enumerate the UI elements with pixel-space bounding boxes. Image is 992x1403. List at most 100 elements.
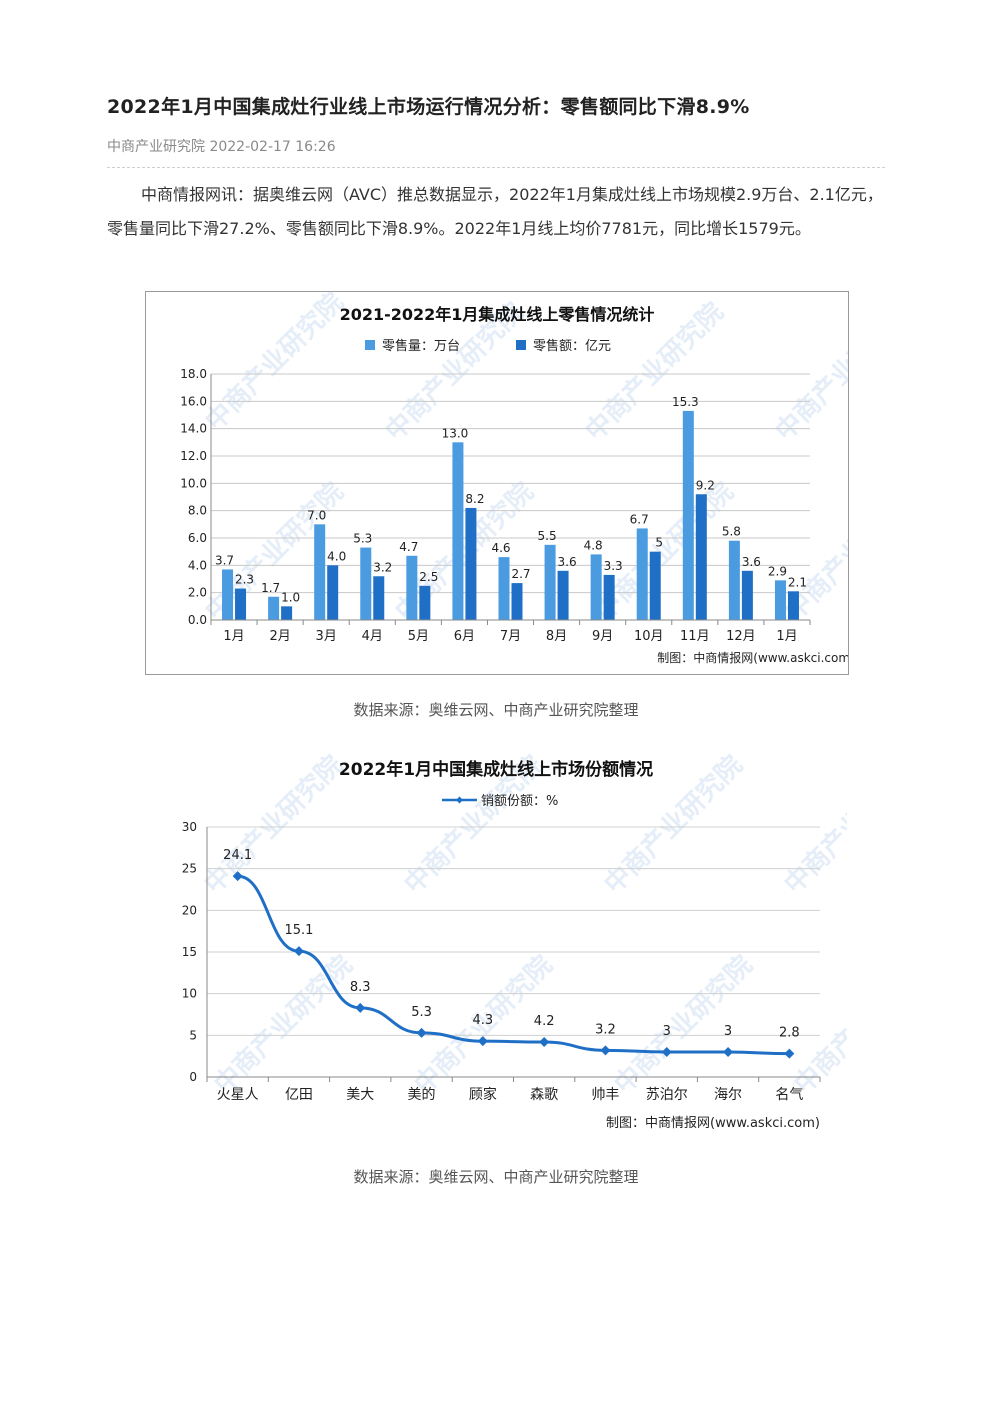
x-tick-label: 2月: [269, 629, 290, 644]
chart2-source-caption: 数据来源：奥维云网、中商产业研究院整理: [353, 1168, 639, 1186]
chart-credit: 制图：中商情报网(www.askci.com): [606, 1116, 820, 1131]
bar-volume: [452, 442, 464, 620]
y-tick-label: 4.0: [188, 558, 207, 572]
bar-data-label: 1.0: [281, 590, 300, 604]
bar-sales: [557, 570, 569, 620]
bar-volume: [314, 524, 326, 620]
legend: 零售量：万台 零售额：亿元: [365, 338, 611, 354]
data-point: [293, 946, 304, 957]
x-tick-label: 帅丰: [591, 1087, 619, 1103]
legend-label-sales: 零售额：亿元: [533, 338, 611, 354]
y-tick-label: 12.0: [180, 449, 207, 463]
data-point: [723, 1047, 734, 1057]
bar-data-label: 3.6: [742, 555, 761, 569]
point-data-label: 24.1: [223, 848, 252, 863]
bar-data-label: 15.3: [672, 395, 699, 409]
bar-data-label: 4.8: [584, 538, 603, 552]
watermark-text: 中商产业研究院: [769, 296, 848, 447]
line-chart: 中商产业研究院 中商产业研究院 中商产业研究院 中商产业研究院 中商产业研究院 中商产业研…: [145, 745, 939, 1143]
y-tick-label: 18.0: [180, 367, 207, 381]
bar-sales: [419, 585, 431, 620]
x-axis: 火星人 亿田 美大 美的 顾家 森歌 帅丰 苏泊尔 海尔 名气: [206, 1076, 821, 1103]
y-tick-label: 5: [189, 1028, 197, 1042]
y-axis: 0.0 2.0 4.0 6.0 8.0 10.0 12.0 14.0 16.0 18.0: [180, 367, 212, 627]
y-axis: 0 5 10 15 20 25 30: [182, 820, 208, 1084]
y-tick-label: 2.0: [188, 586, 207, 600]
bar-data-label: 3.2: [373, 560, 392, 574]
legend-swatch-volume: [365, 340, 375, 350]
bar-sales: [787, 591, 799, 620]
bar-chart-svg: 中商产业研究院中商产业研究院中商产业研究院中商产业研究院中商产业研究院中商产业研…: [180, 286, 929, 665]
bar-sales: [235, 588, 247, 620]
data-point: [784, 1048, 795, 1059]
x-tick-label: 6月: [454, 629, 475, 644]
x-tick-label: 苏泊尔: [646, 1087, 688, 1103]
bar-chart: 中商产业研究院 中商产业研究院 中商产业研究院 中商产业研究院 中商产业研究院 中商产业研…: [145, 286, 930, 675]
data-point: [416, 1027, 427, 1038]
watermark-text: 中商产业研究院: [198, 749, 349, 900]
bar-sales: [511, 583, 523, 620]
data-point: [661, 1047, 672, 1057]
y-tick-label: 0: [189, 1070, 197, 1084]
x-tick-label: 火星人: [217, 1087, 259, 1103]
y-tick-label: 25: [182, 862, 197, 876]
point-data-label: 3: [663, 1024, 671, 1039]
article-title: 2022年1月中国集成灶行业线上市场运行情况分析：零售额同比下滑8.9%: [107, 96, 750, 118]
bar-sales: [741, 570, 753, 620]
y-tick-label: 15: [182, 945, 197, 959]
bar-volume: [774, 580, 786, 620]
bar-sales: [373, 576, 385, 620]
bar-sales: [465, 507, 477, 620]
x-tick-label: 4月: [362, 629, 383, 644]
point-data-label: 4.2: [534, 1014, 555, 1029]
bar-data-label: 4.6: [491, 541, 510, 555]
x-tick-label: 1月: [776, 629, 797, 644]
y-tick-label: 10: [182, 987, 197, 1001]
bar-data-label: 3.6: [558, 555, 577, 569]
bar-volume: [728, 540, 740, 620]
bar-sales: [649, 551, 661, 620]
bar-volume: [268, 596, 280, 620]
x-tick-label: 美大: [346, 1087, 374, 1103]
y-tick-label: 8.0: [188, 504, 207, 518]
bar-data-label: 1.7: [261, 581, 280, 595]
x-tick-label: 海尔: [714, 1087, 742, 1103]
x-tick-label: 12月: [726, 629, 756, 644]
bar-data-label: 8.2: [465, 492, 484, 506]
y-tick-label: 30: [182, 820, 197, 834]
bar-volume: [360, 547, 372, 620]
bar-data-label: 9.2: [696, 478, 715, 492]
legend-swatch-sales: [516, 340, 526, 350]
bar-sales: [603, 574, 615, 620]
chart-title: 2021-2022年1月集成灶线上零售情况统计: [340, 305, 655, 324]
bar-data-label: 2.5: [419, 570, 438, 584]
x-tick-label: 8月: [546, 629, 567, 644]
chart1-source-caption: 数据来源：奥维云网、中商产业研究院整理: [353, 701, 639, 719]
data-point: [600, 1045, 611, 1056]
y-tick-label: 6.0: [188, 531, 207, 545]
bar-sales: [327, 565, 339, 620]
bar-volume: [636, 528, 648, 620]
watermark-text: 中商产业研究院: [199, 292, 350, 437]
bar-volume: [682, 410, 694, 620]
point-data-label: 3.2: [595, 1022, 616, 1037]
bar-data-label: 7.0: [307, 508, 326, 522]
bars: 3.7 1.7 7.0 5.3 4.7 13.0 4.6 5.5 4.8 6.7 15.3 5.8 2.…: [215, 395, 807, 620]
chart-credit: 制图：中商情报网(www.askci.com): [657, 650, 848, 665]
data-point: [477, 1036, 488, 1047]
bar-data-label: 2.3: [235, 573, 254, 587]
bar-data-label: 2.9: [768, 564, 787, 578]
line-chart-svg: 中商产业研究院中商产业研究院中商产业研究院中商产业研究院中商产业研究院中商产业研…: [182, 749, 939, 1131]
legend-marker: [456, 796, 463, 804]
bar-volume: [222, 569, 234, 620]
point-data-label: 2.8: [779, 1026, 800, 1041]
legend: 销额份额：%: [442, 794, 558, 809]
series-path: [237, 874, 790, 1056]
point-data-label: 4.3: [473, 1013, 494, 1028]
watermark-text: 中商产业研究院: [778, 749, 847, 900]
x-axis: 1月 2月 3月 4月 5月 6月 7月 8月 9月 10月 11月 12月 1月: [210, 619, 811, 644]
bar-volume: [406, 555, 418, 620]
point-data-label: 15.1: [284, 923, 313, 938]
x-tick-label: 名气: [775, 1087, 803, 1103]
bar-volume: [544, 544, 556, 620]
